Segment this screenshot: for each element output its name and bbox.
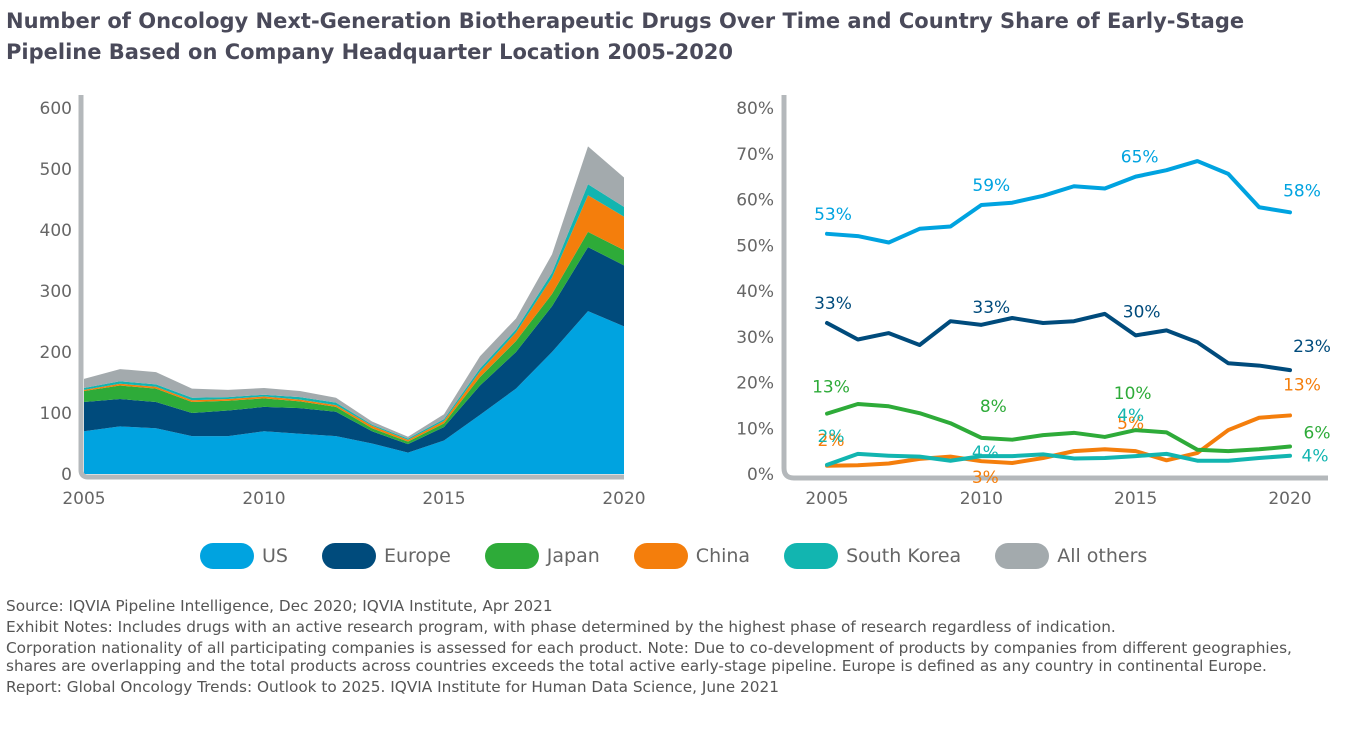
legend-swatch — [484, 543, 539, 569]
line-y-tick-label: 60% — [736, 191, 774, 211]
legend-item-south-korea: South Korea — [784, 543, 961, 569]
data-label-us: 59% — [972, 176, 1010, 196]
report-note: Report: Global Oncology Trends: Outlook … — [6, 678, 779, 696]
legend-swatch — [321, 543, 376, 569]
line-series-south-korea — [825, 451, 1292, 467]
source-note: Source: IQVIA Pipeline Intelligence, Dec… — [6, 597, 553, 615]
line-x-tick-label: 2005 — [805, 489, 848, 509]
line-x-tick-label: 2015 — [1114, 489, 1157, 509]
legend-item-all-others: All others — [995, 543, 1147, 569]
data-label-us: 53% — [814, 205, 852, 225]
data-label-europe: 30% — [1123, 302, 1161, 322]
line-series-europe — [825, 311, 1292, 373]
legend-label: Japan — [546, 545, 600, 567]
line-y-tick-label: 0% — [747, 465, 774, 485]
area-y-tick-label: 0 — [61, 465, 72, 485]
area-y-tick-label: 100 — [40, 404, 72, 424]
area-series-us — [84, 311, 624, 474]
legend-label: All others — [1057, 545, 1148, 567]
data-label-south-korea: 2% — [818, 427, 845, 447]
legend-item-us: US — [200, 543, 288, 569]
line-y-tick-label: 40% — [736, 282, 774, 302]
area-x-tick-label: 2015 — [422, 489, 465, 509]
line-chart: 0% 10% 20% 30% 40% 50% 60% 70% 80% 2005 2010 2015 20… — [736, 95, 1331, 509]
line-axis-line — [781, 95, 1328, 481]
line-y-tick-label: 30% — [736, 328, 774, 348]
area-x-tick-label: 2020 — [602, 489, 645, 509]
area-x-tick-label: 2005 — [62, 489, 105, 509]
legend-swatch — [200, 543, 254, 569]
data-label-europe: 23% — [1293, 337, 1331, 357]
line-y-tick-label: 10% — [736, 419, 774, 439]
legend-swatch — [995, 543, 1050, 569]
legend-swatch — [633, 543, 688, 569]
data-label-south-korea: 4% — [1117, 406, 1144, 426]
data-label-japan: 6% — [1304, 424, 1331, 444]
data-label-europe: 33% — [972, 298, 1010, 318]
data-label-south-korea: 4% — [972, 443, 999, 463]
line-y-tick-label: 80% — [736, 99, 774, 119]
area-y-tick-label: 400 — [40, 221, 72, 241]
data-label-europe: 33% — [814, 294, 852, 314]
legend-swatch — [784, 543, 839, 569]
area-chart: 0 100 200 300 400 500 600 2005 2010 2015 2020 — [40, 95, 646, 509]
data-label-japan: 13% — [812, 378, 850, 398]
area-y-tick-label: 500 — [40, 160, 72, 180]
data-label-china: 2% — [818, 431, 845, 451]
chart-title: Number of Oncology Next-Generation Bioth… — [6, 9, 1245, 64]
area-y-tick-label: 600 — [40, 99, 72, 119]
data-label-south-korea: 4% — [1302, 447, 1329, 467]
data-label-us: 65% — [1121, 148, 1159, 168]
methodology-note: Corporation nationality of all participa… — [6, 639, 1292, 675]
legend: US Europe Japan China South Korea All others — [200, 538, 1181, 574]
legend-item-china: China — [633, 543, 751, 569]
data-label-japan: 10% — [1114, 384, 1152, 404]
area-x-tick-label: 2010 — [242, 489, 285, 509]
line-y-tick-label: 20% — [736, 374, 774, 394]
line-y-tick-label: 70% — [736, 145, 774, 165]
line-y-tick-label: 50% — [736, 236, 774, 256]
area-y-tick-label: 200 — [40, 343, 72, 363]
data-label-us: 58% — [1283, 181, 1321, 201]
area-axis-line — [78, 95, 624, 480]
line-series-us — [825, 159, 1292, 245]
line-x-tick-label: 2020 — [1268, 489, 1311, 509]
exhibit-note: Exhibit Notes: Includes drugs with an ac… — [6, 618, 1116, 636]
data-label-china: 3% — [972, 468, 999, 488]
legend-label: China — [695, 545, 751, 567]
legend-item-japan: Japan — [484, 543, 600, 569]
line-x-tick-label: 2010 — [960, 489, 1003, 509]
legend-label: South Korea — [846, 545, 962, 567]
data-label-china: 5% — [1117, 414, 1144, 434]
legend-label: US — [262, 545, 288, 567]
legend-item-europe: Europe — [321, 543, 451, 569]
footnotes: Source: IQVIA Pipeline Intelligence, Dec… — [6, 597, 1341, 699]
data-label-china: 13% — [1283, 375, 1321, 395]
charts-canvas: 0 100 200 300 400 500 600 2005 2010 2015 2020 0% 10… — [40, 95, 1331, 509]
area-y-tick-label: 300 — [40, 282, 72, 302]
legend-label: Europe — [383, 545, 451, 567]
area-series-europe — [84, 247, 624, 453]
line-series-japan — [825, 402, 1292, 454]
data-label-japan: 8% — [980, 397, 1007, 417]
